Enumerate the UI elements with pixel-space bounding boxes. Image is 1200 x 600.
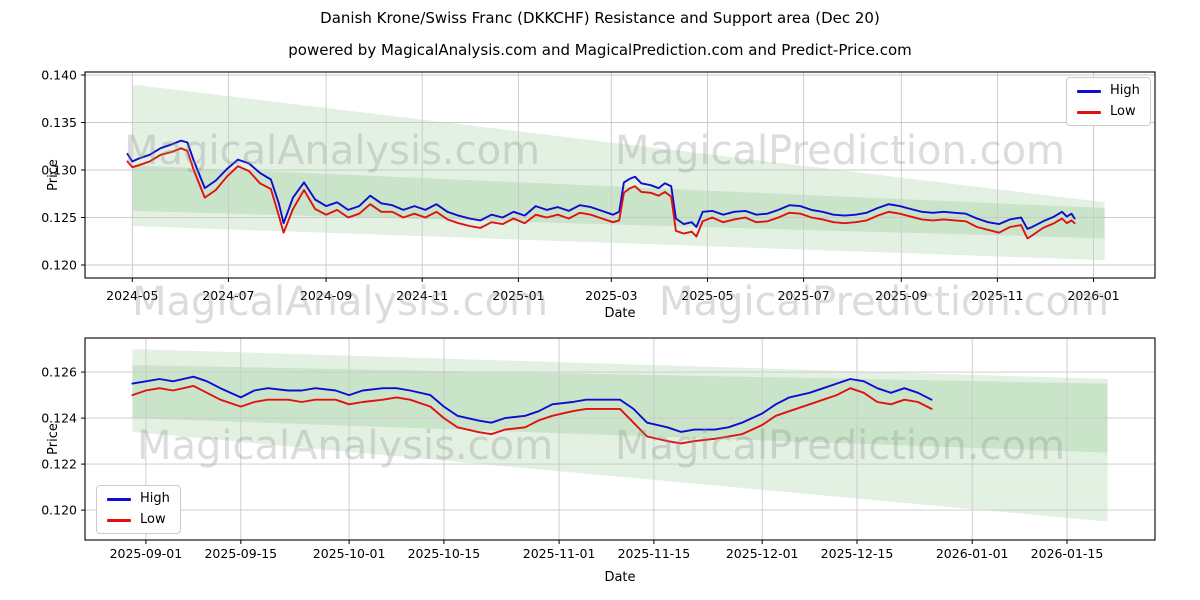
x-tick-label: 2025-11-01 [523, 546, 596, 561]
y-tick-label: 0.120 [41, 503, 77, 518]
x-tick-label: 2026-01 [1067, 288, 1119, 303]
x-tick-label: 2024-05 [106, 288, 158, 303]
x-tick-label: 2025-10-01 [313, 546, 386, 561]
high-line-swatch [107, 497, 131, 501]
legend-item-high: High [1077, 84, 1140, 98]
figure-subtitle: powered by MagicalAnalysis.com and Magic… [288, 41, 912, 59]
y-axis-label: Price [46, 159, 61, 191]
legend-high-label: High [140, 491, 170, 506]
x-tick-label: 2025-09-01 [110, 546, 183, 561]
x-tick-label: 2025-09 [875, 288, 927, 303]
x-axis-label: Date [604, 570, 635, 585]
low-line-swatch [1077, 110, 1101, 114]
x-tick-label: 2025-09-15 [204, 546, 277, 561]
high-line [131, 375, 933, 433]
axes-border [84, 337, 1156, 541]
high-line-swatch [1077, 89, 1101, 93]
figure-title: Danish Krone/Swiss Franc (DKKCHF) Resist… [320, 9, 880, 27]
x-tick-label: 2024-09 [300, 288, 352, 303]
y-tick-label: 0.126 [41, 365, 77, 380]
low-line [131, 384, 933, 445]
x-tick-label: 2026-01-15 [1031, 546, 1104, 561]
y-tick-label: 0.135 [41, 115, 77, 130]
legend-item-low: Low [107, 513, 170, 527]
x-tick-label: 2026-01-01 [936, 546, 1009, 561]
legend-low-label: Low [1110, 104, 1136, 119]
low-line [126, 147, 1076, 240]
legend-item-high: High [107, 492, 170, 506]
x-tick-label: 2025-07 [777, 288, 829, 303]
x-tick-label: 2025-11 [971, 288, 1023, 303]
low-line-swatch [107, 518, 131, 522]
x-tick-label: 2024-07 [202, 288, 254, 303]
legend-low-label: Low [140, 512, 166, 527]
x-tick-label: 2025-10-15 [408, 546, 481, 561]
legend-high-label: High [1110, 83, 1140, 98]
axes-border [84, 71, 1156, 279]
x-tick-label: 2025-05 [681, 288, 733, 303]
high-line [126, 139, 1076, 230]
y-tick-label: 0.120 [41, 258, 77, 273]
x-tick-label: 2024-11 [396, 288, 448, 303]
x-tick-label: 2025-01 [492, 288, 544, 303]
legend-bottom-chart: High Low [96, 485, 181, 534]
y-tick-label: 0.124 [41, 411, 77, 426]
y-tick-label: 0.140 [41, 68, 77, 83]
top-chart: 2024-05 2024-07 2024-09 2024-11 2025-01 2025-… [41, 68, 1156, 321]
y-tick-label: 0.122 [41, 457, 77, 472]
y-tick-label: 0.125 [41, 210, 77, 225]
bottom-chart: 2025-09-01 2025-09-15 2025-10-01 2025-10-15… [41, 337, 1156, 585]
support-area [132, 365, 1108, 522]
x-tick-label: 2025-11-15 [618, 546, 691, 561]
x-tick-label: 2025-12-01 [726, 546, 799, 561]
x-tick-label: 2025-03 [585, 288, 637, 303]
legend-top-chart: High Low [1066, 77, 1151, 126]
legend-item-low: Low [1077, 105, 1140, 119]
y-axis-label: Price [46, 423, 61, 455]
x-axis-label: Date [604, 306, 635, 321]
x-tick-label: 2025-12-15 [821, 546, 894, 561]
y-tick-label: 0.130 [41, 163, 77, 178]
